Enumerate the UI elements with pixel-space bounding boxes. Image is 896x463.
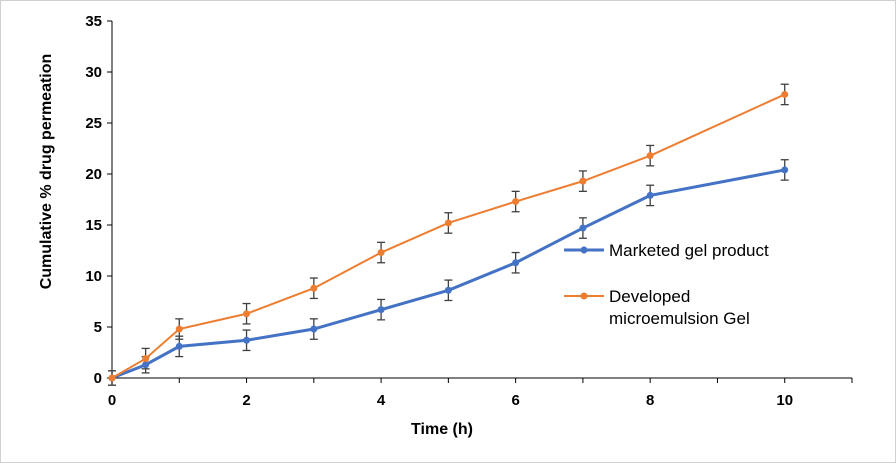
x-axis-title: Time (h) — [411, 421, 473, 438]
y-tick-label: 35 — [85, 13, 102, 30]
y-axis-title: Cumulative % drug permeation — [38, 54, 55, 290]
data-point-developed — [579, 177, 587, 185]
data-point-marketed — [444, 286, 452, 294]
x-tick-label: 6 — [511, 392, 519, 409]
axes — [107, 20, 853, 383]
legend: Marketed gel product Developed microemulsi… — [564, 241, 769, 328]
y-tick-label: 5 — [94, 319, 102, 336]
series-line-developed — [111, 93, 786, 379]
legend-label-marketed: Marketed gel product — [609, 241, 769, 260]
legend-marker-developed — [580, 292, 588, 300]
data-point-marketed — [579, 224, 587, 232]
x-tick-label: 8 — [646, 392, 654, 409]
data-point-developed — [781, 90, 789, 98]
x-tick-label: 4 — [377, 392, 386, 409]
data-point-marketed — [646, 191, 654, 199]
data-point-marketed — [377, 306, 385, 314]
legend-label-developed: Developed microemulsion Gel — [609, 287, 750, 328]
data-point-developed — [512, 198, 520, 206]
legend-marker-marketed — [580, 246, 588, 254]
data-point-marketed — [781, 166, 789, 174]
tick-labels: 0 5 10 15 20 25 30 35 0 2 4 6 8 10 — [85, 13, 793, 409]
data-point-developed — [108, 374, 116, 382]
y-tick-label: 20 — [85, 166, 102, 183]
y-tick-label: 10 — [85, 268, 102, 285]
y-tick-label: 30 — [85, 64, 102, 81]
data-point-marketed — [142, 361, 150, 369]
y-tick-label: 0 — [94, 370, 102, 387]
data-point-developed — [444, 219, 452, 227]
data-point-developed — [142, 355, 150, 363]
legend-label-developed-line2: microemulsion Gel — [609, 309, 750, 328]
data-point-marketed — [512, 259, 520, 267]
data-point-developed — [646, 152, 654, 160]
x-tick-label: 0 — [108, 392, 116, 409]
data-point-marketed — [243, 336, 251, 344]
data-point-developed — [175, 325, 183, 333]
data-point-developed — [310, 284, 318, 292]
y-tick-label: 15 — [85, 217, 102, 234]
data-point-developed — [377, 249, 385, 257]
x-tick-label: 10 — [776, 392, 793, 409]
series-lines — [111, 93, 786, 380]
series-points — [108, 90, 789, 382]
data-point-marketed — [310, 325, 318, 333]
data-point-developed — [243, 310, 251, 318]
series-line-marketed — [111, 168, 786, 380]
y-tick-label: 25 — [85, 115, 102, 132]
x-tick-label: 2 — [242, 392, 250, 409]
legend-label-developed-line1: Developed — [609, 287, 690, 306]
data-point-marketed — [175, 342, 183, 350]
error-bars — [108, 83, 789, 386]
